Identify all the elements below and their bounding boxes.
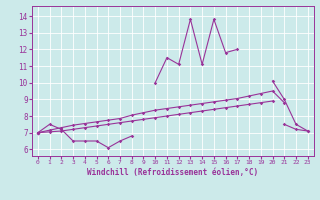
X-axis label: Windchill (Refroidissement éolien,°C): Windchill (Refroidissement éolien,°C) (87, 168, 258, 177)
